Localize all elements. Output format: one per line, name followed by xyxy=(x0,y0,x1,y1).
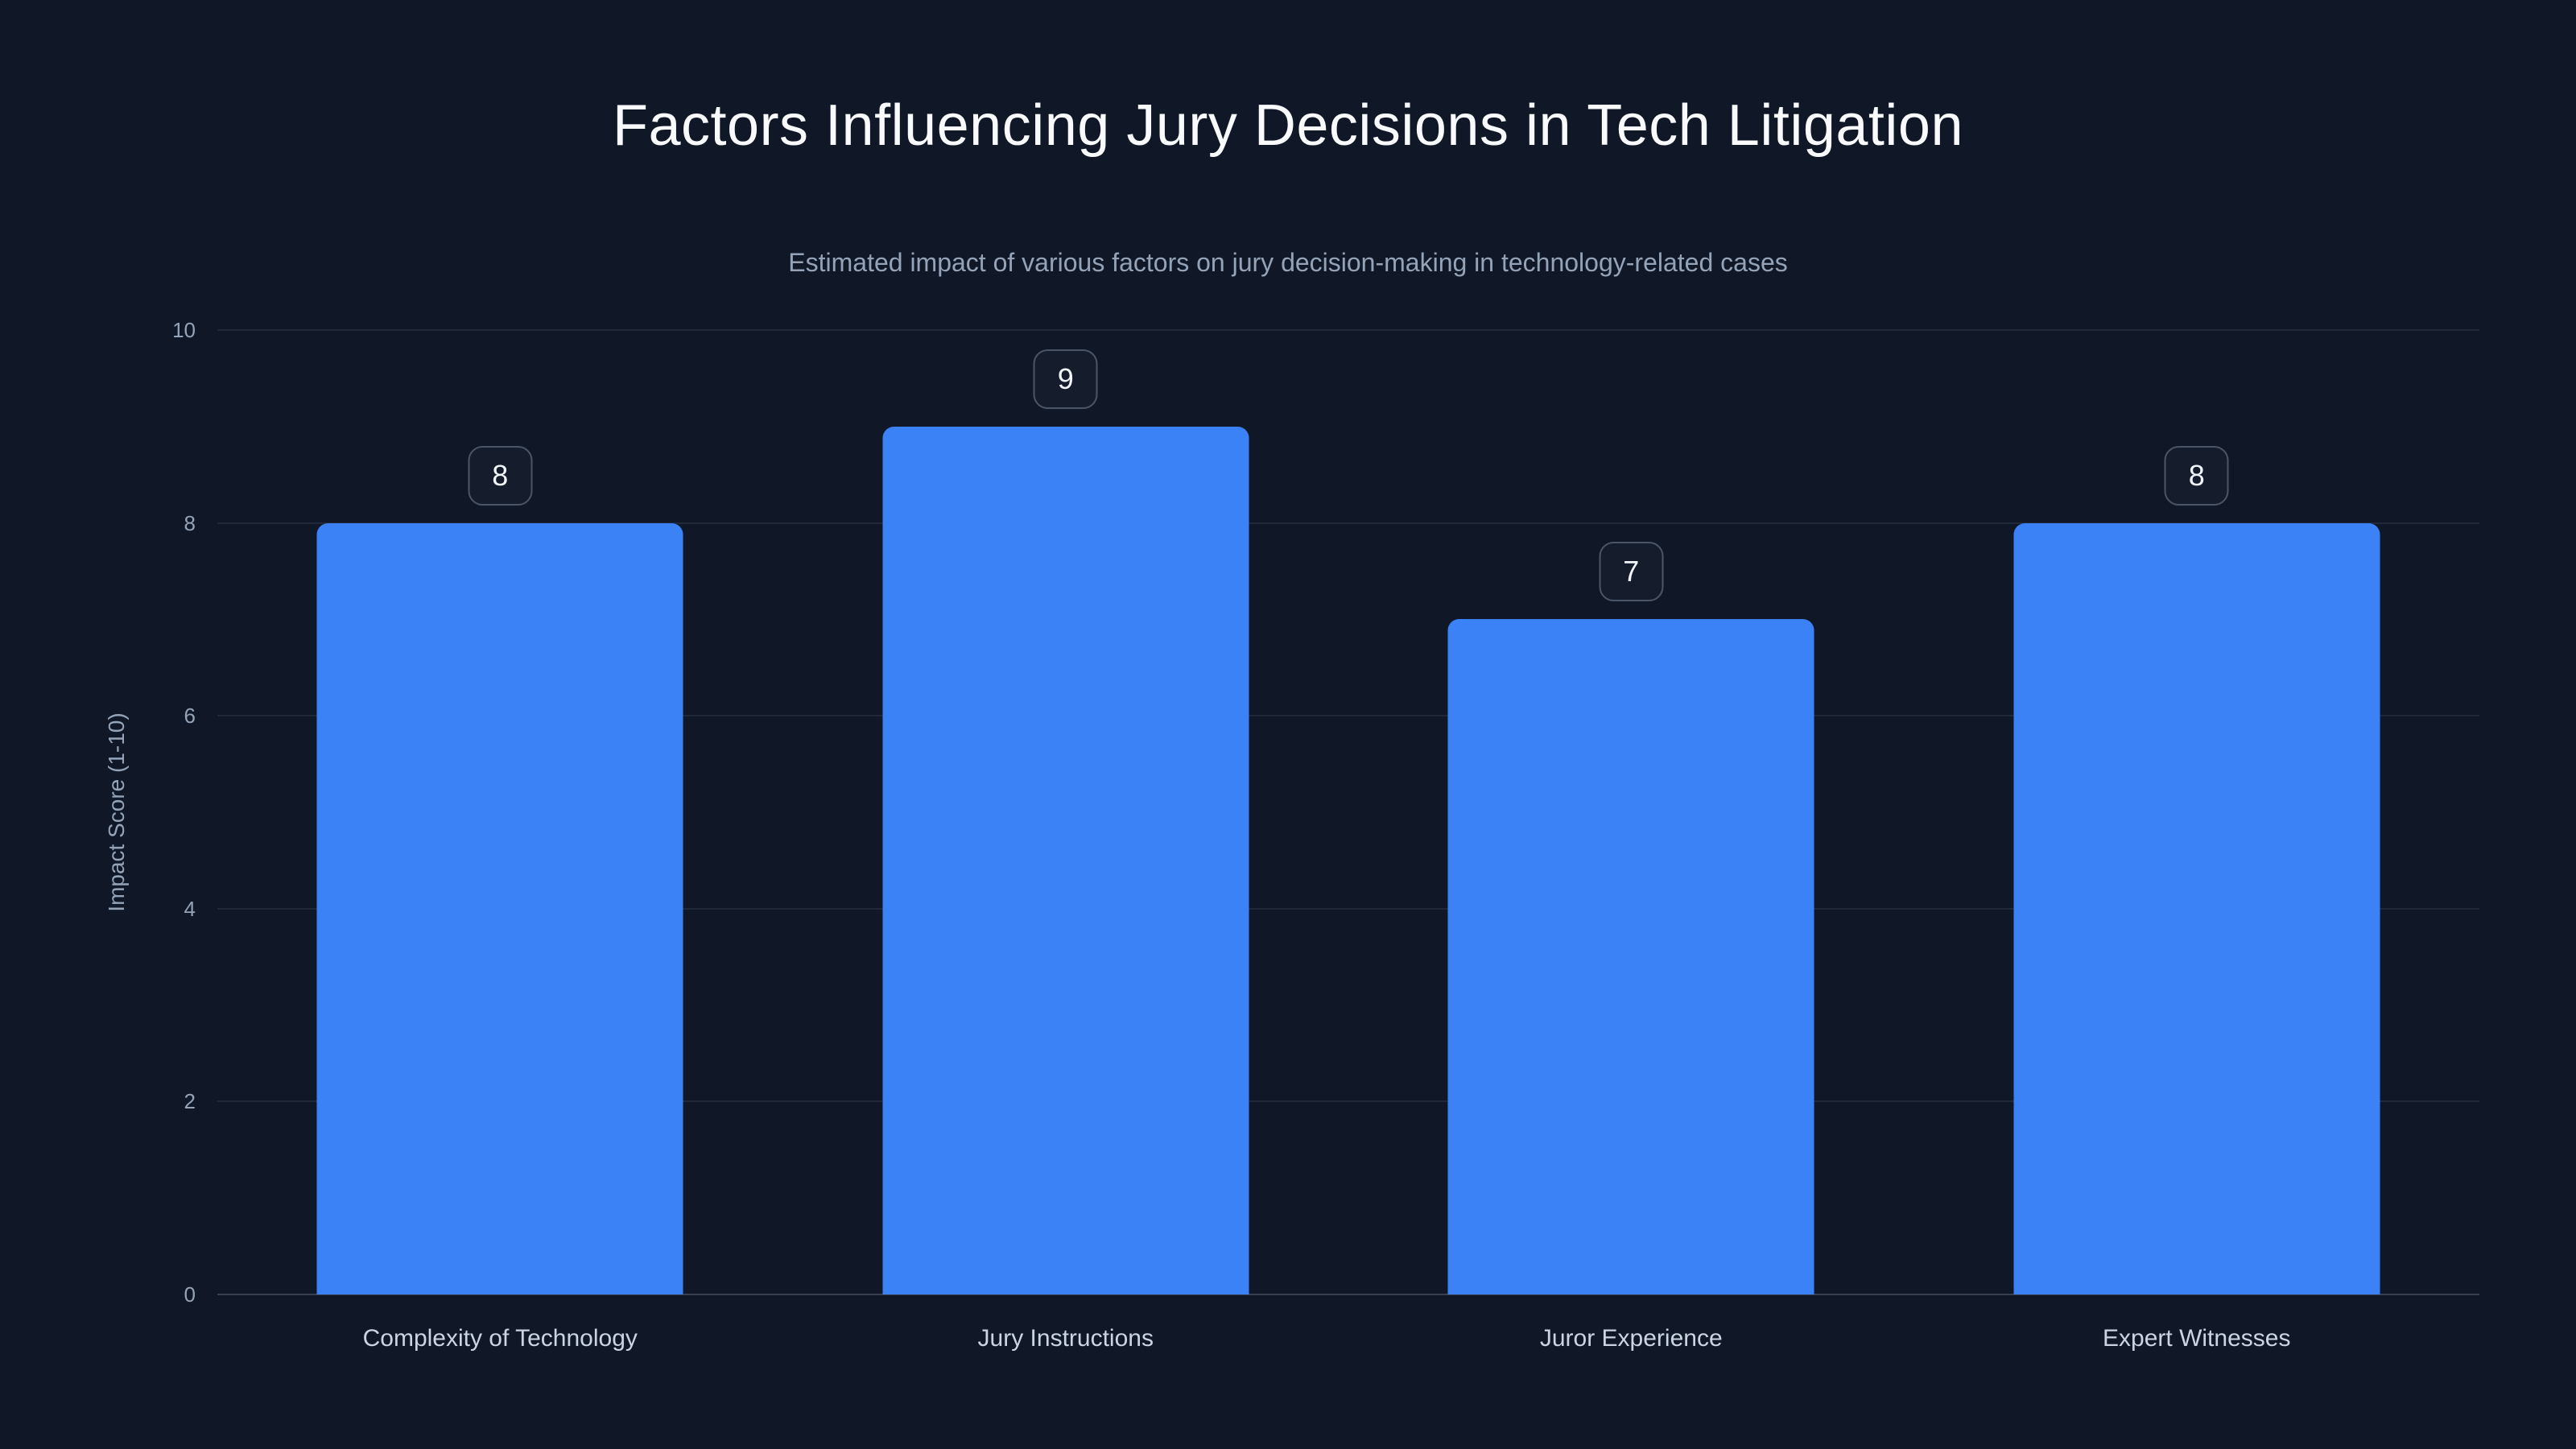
y-tick-label: 2 xyxy=(184,1089,196,1114)
gridline xyxy=(217,715,2479,717)
bar-value-badge: 7 xyxy=(1599,542,1664,602)
bar xyxy=(882,426,1249,1294)
x-axis-label: Juror Experience xyxy=(1539,1325,1723,1352)
bar-group: 7 Juror Experience xyxy=(1447,330,1814,1351)
y-tick-label: 10 xyxy=(172,318,196,342)
y-tick-label: 6 xyxy=(184,704,196,729)
y-axis-title: Impact Score (1-10) xyxy=(104,712,129,912)
bar-group: 8 Complexity of Technology xyxy=(316,330,683,1351)
bar-group: 8 Expert Witnesses xyxy=(2013,330,2380,1351)
x-axis-label: Complexity of Technology xyxy=(362,1325,638,1352)
x-axis-label: Expert Witnesses xyxy=(2103,1325,2291,1352)
bar-value-badge: 9 xyxy=(1033,349,1098,409)
gridline xyxy=(217,1294,2479,1295)
y-tick-label: 4 xyxy=(184,896,196,921)
bar-value-badge: 8 xyxy=(468,445,533,506)
y-tick-label: 8 xyxy=(184,510,196,535)
bar xyxy=(1447,619,1814,1294)
bar xyxy=(316,522,683,1294)
y-tick-label: 0 xyxy=(184,1282,196,1307)
plot-area: Impact Score (1-10) 0 2 4 6 8 10 8 Complexity o… xyxy=(104,320,2479,1351)
gridline xyxy=(217,329,2479,331)
x-axis-label: Jury Instructions xyxy=(977,1325,1154,1352)
chart-title: Factors Influencing Jury Decisions in Te… xyxy=(613,93,1963,158)
bar xyxy=(2013,522,2380,1294)
bar-group: 9 Jury Instructions xyxy=(882,330,1249,1351)
chart-subtitle: Estimated impact of various factors on j… xyxy=(788,248,1788,277)
gridline xyxy=(217,1100,2479,1103)
bar-value-badge: 8 xyxy=(2164,445,2229,506)
gridline xyxy=(217,522,2479,524)
gridline xyxy=(217,907,2479,910)
